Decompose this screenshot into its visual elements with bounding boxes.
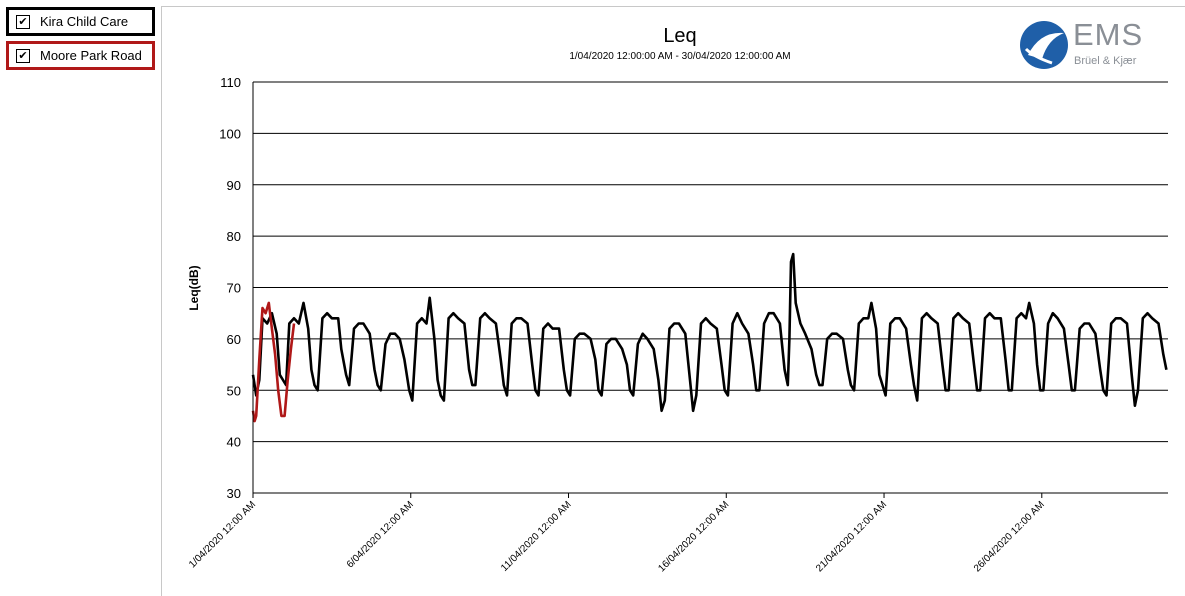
x-tick-label: 6/04/2020 12:00 AM (345, 499, 416, 570)
y-tick-label: 70 (227, 281, 241, 296)
x-tick-label: 16/04/2020 12:00 AM (656, 499, 731, 574)
y-tick-label: 50 (227, 383, 241, 398)
y-tick-label: 90 (227, 178, 241, 193)
ems-globe-icon (1020, 21, 1068, 69)
checkbox-icon[interactable]: ✔ (16, 14, 30, 29)
x-tick-label: 26/04/2020 12:00 AM (972, 499, 1047, 574)
chart-title: Leq (663, 25, 696, 47)
legend-label: Kira Child Care (40, 14, 129, 29)
y-tick-label: 100 (219, 126, 241, 141)
checkbox-icon[interactable]: ✔ (16, 48, 30, 63)
y-tick-label: 30 (227, 486, 241, 501)
legend-item-moore-park-road[interactable]: ✔ Moore Park Road (6, 41, 155, 70)
chart-panel-left-border (161, 6, 162, 596)
ems-logo: EMS Brüel & Kjær (1018, 17, 1158, 73)
y-tick-labels: 30 40 50 60 70 80 90 100 110 (219, 75, 241, 501)
y-tick-label: 60 (227, 332, 241, 347)
x-tick-label: 11/04/2020 12:00 AM (499, 499, 573, 573)
series-line-moore-park-road (251, 301, 296, 423)
series-lines (251, 252, 1168, 423)
series-line-kira-child-care (251, 252, 1168, 413)
x-tick-label: 1/04/2020 12:00 AM (187, 499, 258, 570)
y-tick-label: 40 (227, 435, 241, 450)
chart-subtitle: 1/04/2020 12:00:00 AM - 30/04/2020 12:00… (569, 51, 790, 62)
logo-text: EMS (1073, 17, 1144, 52)
y-axis-label: Leq(dB) (187, 265, 201, 310)
legend-item-kira-child-care[interactable]: ✔ Kira Child Care (6, 7, 155, 36)
x-tick-label: 21/04/2020 12:00 AM (814, 499, 889, 574)
x-tick-labels: 1/04/2020 12:00 AM 6/04/2020 12:00 AM 11/0… (187, 493, 1047, 574)
y-tick-label: 110 (220, 75, 241, 90)
chart-panel-top-border (161, 6, 1185, 7)
legend-label: Moore Park Road (40, 48, 142, 63)
gridlines (253, 81, 1168, 494)
y-tick-label: 80 (227, 229, 241, 244)
logo-subtext: Brüel & Kjær (1074, 55, 1137, 67)
